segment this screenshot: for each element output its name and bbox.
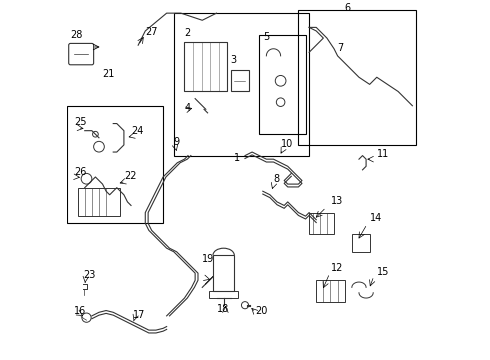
Text: 28: 28 [71, 30, 83, 40]
Bar [77, 188, 121, 216]
Text: 20: 20 [256, 306, 268, 316]
Text: 24: 24 [131, 126, 144, 136]
Text: 27: 27 [145, 27, 158, 36]
Text: 17: 17 [133, 310, 145, 320]
Text: 23: 23 [83, 270, 96, 280]
Text: 25: 25 [74, 117, 87, 127]
Text: 3: 3 [231, 55, 237, 65]
Text: 22: 22 [124, 171, 136, 181]
Text: 26: 26 [74, 167, 86, 177]
Text: 10: 10 [281, 139, 293, 149]
Bar [259, 35, 306, 134]
Text: 9: 9 [174, 137, 180, 147]
Text: 16: 16 [74, 306, 86, 316]
Text: 1: 1 [234, 153, 241, 163]
Bar [213, 255, 234, 291]
Bar [352, 234, 369, 252]
Bar [67, 106, 163, 223]
Bar [298, 10, 416, 145]
Text: 5: 5 [263, 32, 269, 42]
Text: 6: 6 [345, 3, 351, 13]
Text: 21: 21 [102, 69, 115, 79]
Text: 8: 8 [273, 174, 280, 184]
Bar [209, 291, 238, 298]
Text: 11: 11 [377, 149, 389, 159]
Text: 2: 2 [184, 28, 191, 38]
Text: 12: 12 [330, 264, 343, 273]
Bar [309, 213, 334, 234]
Bar [231, 70, 248, 91]
Text: 15: 15 [377, 267, 389, 277]
Bar [174, 13, 309, 156]
Text: 13: 13 [330, 196, 343, 206]
Bar [316, 280, 345, 302]
Bar [184, 42, 227, 91]
Text: 4: 4 [184, 103, 191, 113]
Text: 7: 7 [338, 42, 344, 53]
Text: 19: 19 [202, 255, 215, 265]
Text: 18: 18 [217, 304, 229, 314]
Text: 14: 14 [369, 213, 382, 224]
